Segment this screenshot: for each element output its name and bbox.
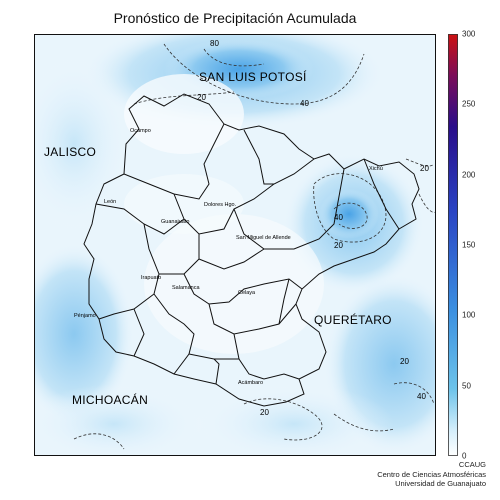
state-label-queretaro: QUERÉTARO xyxy=(314,312,392,327)
colorbar-tick: 250 xyxy=(462,99,476,109)
city-label-irapuato: Irapuato xyxy=(141,275,161,281)
state-labels: SAN LUIS POTOSÍ JALISCO QUERÉTARO MICHOA… xyxy=(44,69,392,407)
colorbar-tick: 50 xyxy=(462,381,471,391)
city-label-acambaro: Acámbaro xyxy=(238,380,263,386)
contour-label: 80 xyxy=(210,39,219,48)
contour-label: 40 xyxy=(334,213,343,222)
colorbar-tick: 100 xyxy=(462,310,476,320)
colorbar-frame xyxy=(448,34,458,456)
map-title: Pronóstico de Precipitación Acumulada xyxy=(113,10,357,26)
state-label-michoacan: MICHOACÁN xyxy=(72,392,148,407)
contour-label: 20 xyxy=(197,93,206,102)
city-labels: Ocampo León Guanajuato Dolores Hgo. San … xyxy=(74,128,383,386)
contour-label: 20 xyxy=(334,241,343,250)
colorbar-tick: 300 xyxy=(462,29,476,39)
state-label-jalisco: JALISCO xyxy=(44,145,96,159)
colorbar xyxy=(448,34,458,456)
colorbar-tick: 200 xyxy=(462,170,476,180)
city-label-xichu: Xichú xyxy=(369,166,383,172)
precipitation-field xyxy=(34,34,436,456)
city-label-san-miguel: San Miguel de Allende xyxy=(236,235,291,241)
contour-label: 20 xyxy=(420,164,429,173)
colorbar-ticks: 300 250 200 150 100 50 0 xyxy=(462,30,498,461)
city-label-celaya: Celaya xyxy=(238,290,256,296)
map-frame xyxy=(34,34,436,456)
colorbar-fill xyxy=(448,34,458,456)
credit-line: Universidad de Guanajuato xyxy=(395,479,486,488)
contour-lines xyxy=(73,43,436,450)
colorbar-tick: 0 xyxy=(462,451,467,461)
credit-line: CCAUG xyxy=(458,460,486,469)
city-label-penjamo: Pénjamo xyxy=(74,313,96,319)
colorbar-tick: 150 xyxy=(462,240,476,250)
city-label-salamanca: Salamanca xyxy=(172,285,200,291)
contour-label: 40 xyxy=(300,99,309,108)
city-label-ocampo: Ocampo xyxy=(130,128,151,134)
credit-line: Centro de Ciencias Atmosféricas xyxy=(377,469,486,479)
contour-label: 40 xyxy=(417,392,426,401)
city-label-dolores: Dolores Hgo. xyxy=(204,202,237,208)
contour-labels: 80 20 40 20 40 20 20 40 20 xyxy=(197,39,429,417)
state-label-slp: SAN LUIS POTOSÍ xyxy=(199,69,307,84)
credits: CCAUG Centro de Ciencias Atmosféricas Un… xyxy=(377,460,486,489)
city-label-guanajuato: Guanajuato xyxy=(161,219,189,225)
boundary-lines xyxy=(83,93,420,407)
contour-label: 20 xyxy=(400,357,409,366)
city-label-leon: León xyxy=(104,199,116,205)
contour-label: 20 xyxy=(260,408,269,417)
precipitation-map: SAN LUIS POTOSÍ JALISCO QUERÉTARO MICHOA… xyxy=(34,34,436,456)
